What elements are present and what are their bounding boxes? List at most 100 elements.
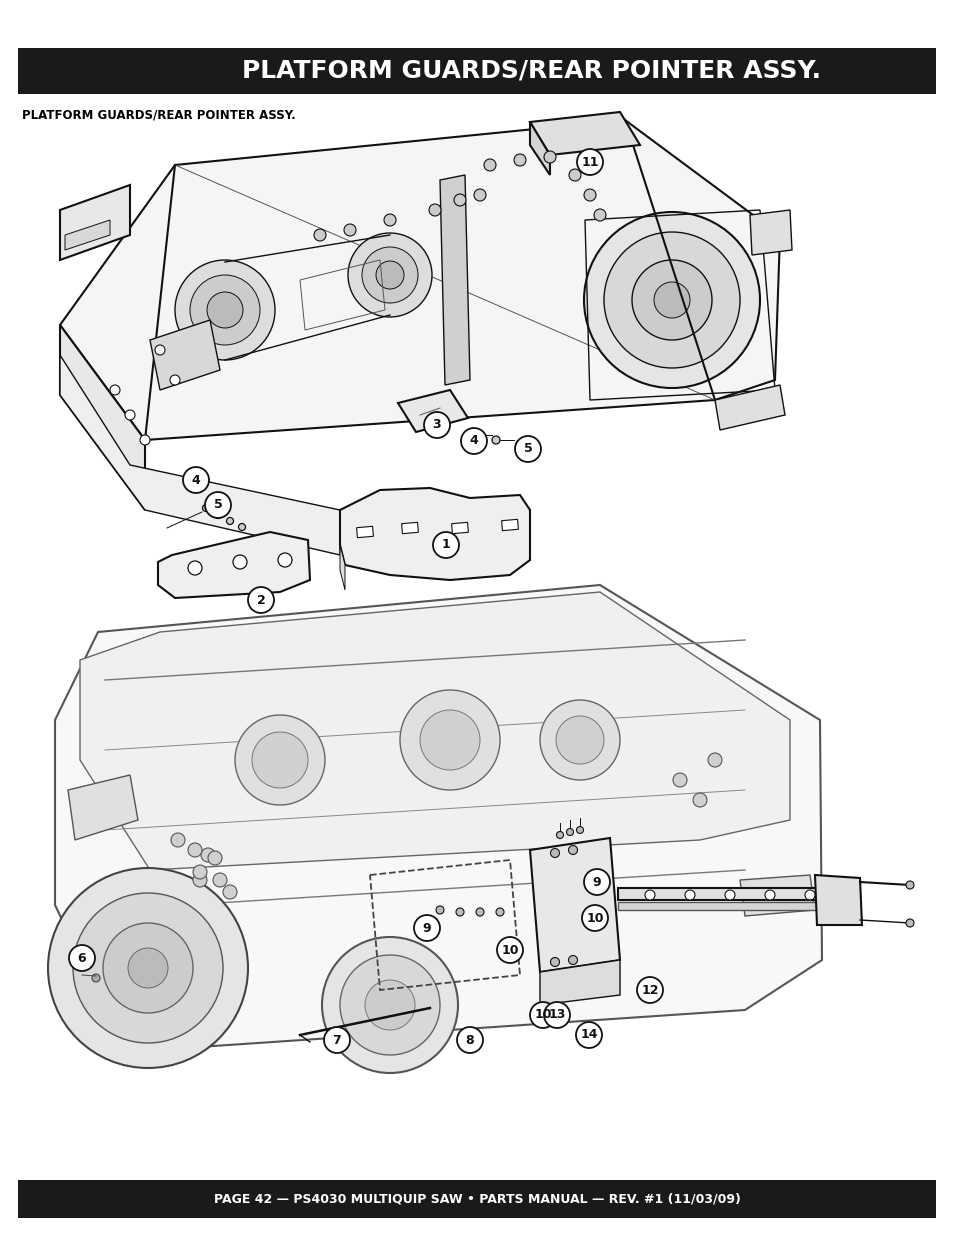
Circle shape xyxy=(556,716,603,764)
Text: 10: 10 xyxy=(500,944,518,956)
Circle shape xyxy=(724,890,734,900)
Text: PAGE 42 — PS4030 MULTIQUIP SAW • PARTS MANUAL — REV. #1 (11/03/09): PAGE 42 — PS4030 MULTIQUIP SAW • PARTS M… xyxy=(213,1193,740,1205)
Circle shape xyxy=(223,885,236,899)
Polygon shape xyxy=(740,876,814,916)
Polygon shape xyxy=(714,385,784,430)
Circle shape xyxy=(550,957,558,967)
Polygon shape xyxy=(530,122,550,175)
Circle shape xyxy=(905,881,913,889)
Circle shape xyxy=(568,169,580,182)
Circle shape xyxy=(339,955,439,1055)
Circle shape xyxy=(248,587,274,613)
Circle shape xyxy=(361,247,417,303)
Circle shape xyxy=(365,981,415,1030)
Text: 9: 9 xyxy=(422,921,431,935)
Circle shape xyxy=(461,1032,474,1044)
Circle shape xyxy=(566,829,573,836)
Circle shape xyxy=(238,524,245,531)
Circle shape xyxy=(436,906,443,914)
Circle shape xyxy=(568,846,577,855)
Polygon shape xyxy=(530,112,639,156)
Circle shape xyxy=(804,890,814,900)
Circle shape xyxy=(433,532,458,558)
Circle shape xyxy=(188,844,202,857)
Text: 10: 10 xyxy=(534,1009,551,1021)
Polygon shape xyxy=(530,839,619,972)
Polygon shape xyxy=(80,592,789,869)
Circle shape xyxy=(483,159,496,170)
Bar xyxy=(401,522,418,534)
Circle shape xyxy=(539,700,619,781)
Bar xyxy=(356,526,373,537)
Circle shape xyxy=(384,214,395,226)
Circle shape xyxy=(154,345,165,354)
Circle shape xyxy=(905,919,913,927)
Circle shape xyxy=(183,467,209,493)
Bar xyxy=(451,522,468,534)
Circle shape xyxy=(174,261,274,359)
Circle shape xyxy=(193,864,207,879)
Circle shape xyxy=(654,282,689,317)
Circle shape xyxy=(226,517,233,525)
Circle shape xyxy=(399,690,499,790)
Text: 1: 1 xyxy=(441,538,450,552)
Text: PLATFORM GUARDS/REAR POINTER ASSY.: PLATFORM GUARDS/REAR POINTER ASSY. xyxy=(22,107,295,121)
Polygon shape xyxy=(339,545,345,590)
Polygon shape xyxy=(60,185,130,261)
Circle shape xyxy=(125,410,135,420)
Circle shape xyxy=(543,151,556,163)
Circle shape xyxy=(110,385,120,395)
Circle shape xyxy=(637,977,662,1003)
Bar xyxy=(18,1179,935,1218)
Circle shape xyxy=(583,869,609,895)
Circle shape xyxy=(456,908,463,916)
Circle shape xyxy=(476,908,483,916)
Bar xyxy=(618,902,837,910)
Circle shape xyxy=(429,204,440,216)
Circle shape xyxy=(344,224,355,236)
Circle shape xyxy=(188,561,202,576)
Circle shape xyxy=(460,429,486,454)
Text: 8: 8 xyxy=(465,1034,474,1046)
Text: 4: 4 xyxy=(192,473,200,487)
Circle shape xyxy=(568,956,577,965)
Circle shape xyxy=(692,793,706,806)
Circle shape xyxy=(581,905,607,931)
Circle shape xyxy=(277,553,292,567)
Circle shape xyxy=(644,890,655,900)
Circle shape xyxy=(419,710,479,769)
Text: 13: 13 xyxy=(548,1009,565,1021)
Circle shape xyxy=(631,261,711,340)
Circle shape xyxy=(583,212,760,388)
Text: 9: 9 xyxy=(592,876,600,888)
Circle shape xyxy=(314,228,326,241)
Circle shape xyxy=(414,915,439,941)
Circle shape xyxy=(496,908,503,916)
Text: 11: 11 xyxy=(580,156,598,168)
Circle shape xyxy=(515,436,540,462)
Circle shape xyxy=(550,848,558,857)
Circle shape xyxy=(470,431,477,438)
Circle shape xyxy=(170,375,180,385)
Circle shape xyxy=(234,715,325,805)
Circle shape xyxy=(530,1002,556,1028)
Polygon shape xyxy=(814,876,862,925)
Circle shape xyxy=(514,154,525,165)
Circle shape xyxy=(324,1028,350,1053)
Polygon shape xyxy=(68,776,138,840)
Polygon shape xyxy=(150,320,220,390)
Polygon shape xyxy=(339,488,530,580)
Circle shape xyxy=(576,826,583,834)
Text: 6: 6 xyxy=(77,951,86,965)
Text: 10: 10 xyxy=(586,911,603,925)
Text: 14: 14 xyxy=(579,1029,598,1041)
Text: 12: 12 xyxy=(640,983,659,997)
Polygon shape xyxy=(439,175,470,385)
Polygon shape xyxy=(65,220,110,249)
Circle shape xyxy=(48,868,248,1068)
Circle shape xyxy=(103,923,193,1013)
Circle shape xyxy=(543,1002,569,1028)
Circle shape xyxy=(684,890,695,900)
Polygon shape xyxy=(749,210,791,254)
Text: 5: 5 xyxy=(213,499,222,511)
